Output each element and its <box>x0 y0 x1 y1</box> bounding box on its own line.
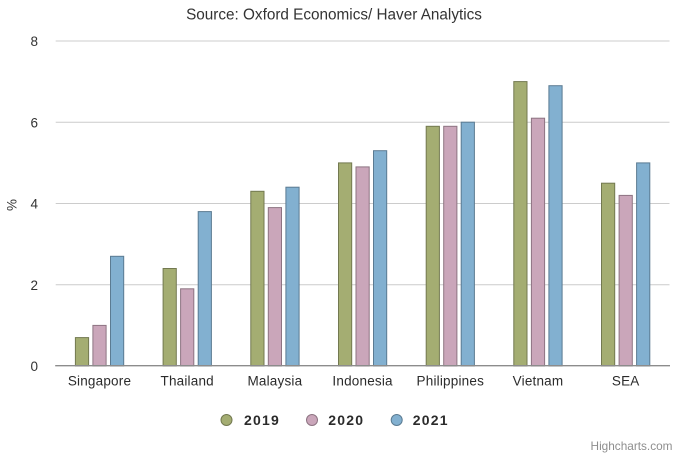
svg-text:Indonesia: Indonesia <box>332 374 393 389</box>
svg-text:2020: 2020 <box>328 412 364 428</box>
svg-text:2019: 2019 <box>244 412 280 428</box>
svg-text:Philippines: Philippines <box>417 374 485 389</box>
svg-text:6: 6 <box>30 115 38 130</box>
svg-text:0: 0 <box>30 359 38 374</box>
svg-text:8: 8 <box>30 34 38 49</box>
svg-text:4: 4 <box>30 197 38 212</box>
svg-text:%: % <box>4 199 19 211</box>
svg-text:2: 2 <box>30 278 38 293</box>
svg-text:Malaysia: Malaysia <box>247 374 302 389</box>
svg-text:SEA: SEA <box>612 374 640 389</box>
svg-text:Source: Oxford Economics/ Have: Source: Oxford Economics/ Haver Analytic… <box>186 7 482 24</box>
svg-text:2021: 2021 <box>413 412 449 428</box>
svg-text:Highcharts.com: Highcharts.com <box>591 439 673 453</box>
svg-text:Singapore: Singapore <box>68 374 131 389</box>
svg-text:Thailand: Thailand <box>161 374 214 389</box>
svg-text:Vietnam: Vietnam <box>513 374 564 389</box>
